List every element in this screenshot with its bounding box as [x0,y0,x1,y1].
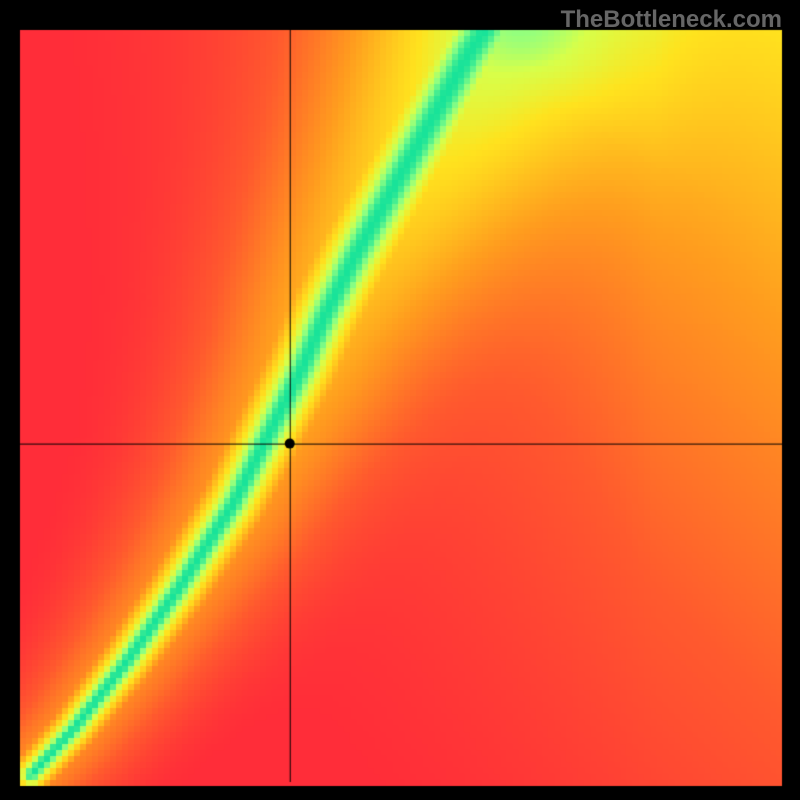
heatmap-canvas [0,0,800,800]
chart-container: TheBottleneck.com [0,0,800,800]
watermark-text: TheBottleneck.com [561,6,782,34]
